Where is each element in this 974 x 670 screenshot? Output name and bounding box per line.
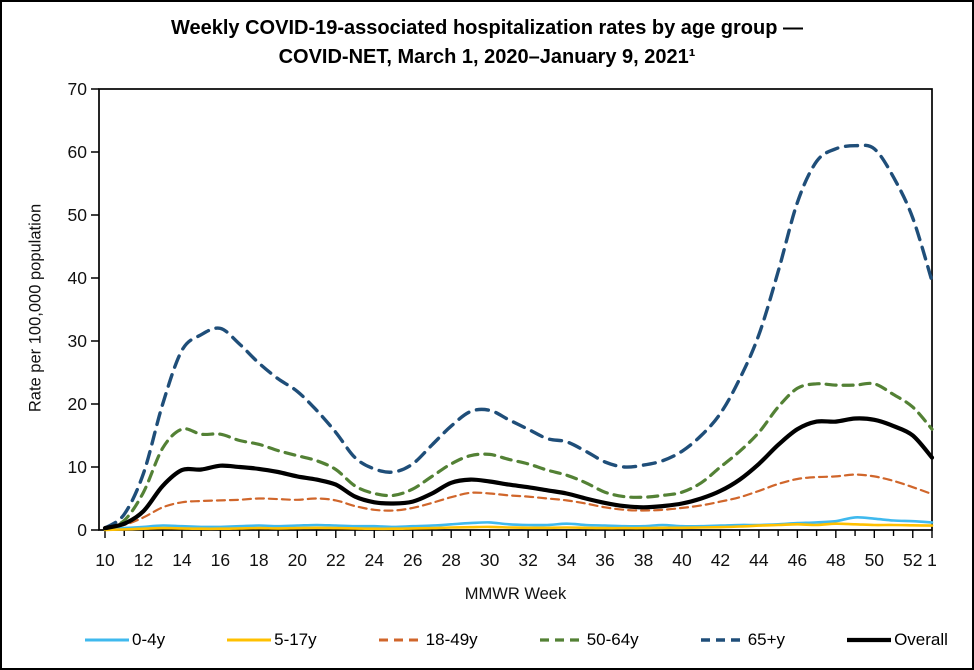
legend-swatch-18-49y bbox=[378, 638, 423, 642]
series-line-overall bbox=[102, 416, 935, 531]
x-tick-label: 18 bbox=[249, 550, 268, 570]
x-tick-label: 42 bbox=[711, 550, 730, 570]
legend-item-50-64y: 50-64y bbox=[539, 630, 639, 650]
series-line-5-17y bbox=[103, 522, 934, 532]
x-tick-label: 20 bbox=[288, 550, 308, 570]
x-tick-label: 1 bbox=[927, 550, 937, 570]
x-tick-label: 36 bbox=[595, 550, 614, 570]
y-tick-label: 70 bbox=[68, 79, 88, 99]
x-tick-label: 14 bbox=[172, 550, 192, 570]
x-tick-label: 26 bbox=[403, 550, 422, 570]
x-tick-label: 22 bbox=[326, 550, 345, 570]
y-tick-label: 30 bbox=[68, 331, 88, 351]
plot-border bbox=[98, 88, 933, 531]
y-tick-label: 20 bbox=[68, 394, 88, 414]
series-line-65plus bbox=[103, 143, 934, 530]
x-tick-label: 12 bbox=[134, 550, 153, 570]
legend-swatch-65plus bbox=[700, 638, 745, 642]
legend-item-18-49y: 18-49y bbox=[378, 630, 478, 650]
legend-label-18-49y: 18-49y bbox=[425, 630, 478, 649]
x-tick-label: 30 bbox=[480, 550, 500, 570]
x-tick-label: 46 bbox=[788, 550, 807, 570]
legend-label-50-64y: 50-64y bbox=[586, 630, 639, 649]
x-tick-label: 24 bbox=[365, 550, 385, 570]
y-tick-label: 40 bbox=[68, 268, 88, 288]
x-tick-label: 40 bbox=[672, 550, 692, 570]
legend-label-5-17y: 5-17y bbox=[274, 630, 317, 649]
chart-title-line1: Weekly COVID-19-associated hospitalizati… bbox=[170, 17, 804, 39]
x-tick-label: 52 bbox=[903, 550, 922, 570]
legend-label-0-4y: 0-4y bbox=[132, 630, 166, 649]
legend-label-65plus: 65+y bbox=[747, 630, 786, 649]
y-axis-label: Rate per 100,000 population bbox=[26, 203, 45, 413]
x-tick-label: 38 bbox=[634, 550, 653, 570]
legend-item-65plus: 65+y bbox=[700, 630, 785, 650]
chart-legend: 0-4y 5-17y 18-49y 50-64y 65+y Overall bbox=[84, 625, 948, 655]
y-tick-label: 0 bbox=[77, 520, 87, 540]
x-tick-label: 34 bbox=[557, 550, 577, 570]
legend-swatch-5-17y bbox=[227, 638, 272, 642]
series-line-18-49y bbox=[103, 473, 934, 530]
legend-label-overall: Overall bbox=[894, 630, 948, 649]
x-tick-label: 48 bbox=[826, 550, 845, 570]
legend-swatch-50-64y bbox=[539, 638, 584, 642]
y-tick-label: 50 bbox=[68, 205, 88, 225]
legend-item-0-4y: 0-4y bbox=[84, 630, 165, 650]
chart-title: Weekly COVID-19-associated hospitalizati… bbox=[2, 14, 972, 72]
legend-item-5-17y: 5-17y bbox=[226, 630, 317, 650]
y-tick-label: 10 bbox=[68, 457, 88, 477]
series-line-50-64y bbox=[103, 381, 934, 531]
legend-item-overall: Overall bbox=[846, 630, 948, 650]
legend-swatch-overall bbox=[847, 637, 892, 643]
x-tick-label: 32 bbox=[518, 550, 537, 570]
x-tick-label: 50 bbox=[865, 550, 885, 570]
x-axis-label: MMWR Week bbox=[464, 585, 567, 603]
x-tick-label: 44 bbox=[749, 550, 769, 570]
x-tick-label: 10 bbox=[95, 550, 115, 570]
y-tick-label: 60 bbox=[68, 142, 88, 162]
legend-swatch-0-4y bbox=[85, 638, 129, 642]
x-tick-label: 16 bbox=[211, 550, 230, 570]
chart-title-line2: COVID-NET, March 1, 2020–January 9, 2021… bbox=[278, 46, 696, 68]
x-tick-label: 28 bbox=[441, 550, 460, 570]
